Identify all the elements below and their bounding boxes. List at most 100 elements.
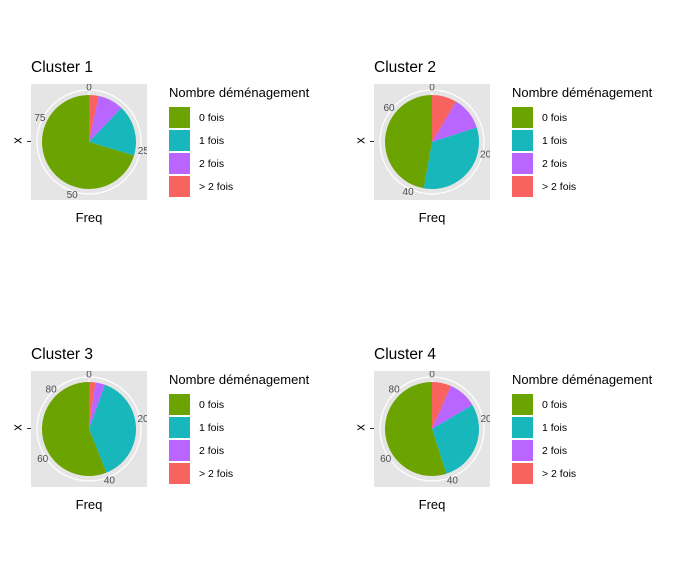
polar-tick-label: 60 (37, 454, 49, 465)
polar-tick-label: 80 (46, 385, 58, 396)
pie-slice-1-fois (89, 107, 136, 156)
polar-tick-label: 40 (403, 187, 415, 198)
x-axis-label: Freq (418, 210, 446, 225)
panel-cluster-2: Cluster 2 0 20 40 60 x Freq Nombre déménage… (353, 59, 685, 249)
pie-slice-2-fois (89, 96, 122, 142)
legend-title: Nombre déménagement (169, 85, 310, 100)
legend-item: > 2 fois (512, 175, 652, 198)
legend-swatch (169, 463, 190, 484)
pie-slice-1-fois (89, 384, 137, 473)
panel-title: Cluster 3 (31, 346, 94, 363)
polar-tick-label: 60 (383, 103, 395, 114)
x-axis-label: Freq (75, 497, 103, 512)
panel-title: Cluster 2 (374, 59, 437, 76)
legend-item: 2 fois (169, 439, 309, 462)
y-axis-label: x (9, 137, 25, 144)
legend-item: 1 fois (512, 416, 652, 439)
legend-label: 1 fois (542, 134, 568, 147)
legend-title: Nombre déménagement (512, 372, 653, 387)
y-axis-label: x (352, 137, 368, 144)
pie-slice-2-fois (89, 382, 96, 429)
legend-item: 0 fois (512, 393, 652, 416)
legend-label: > 2 fois (542, 467, 577, 480)
plot-area: 0 20 40 60 80 (31, 371, 147, 487)
polar-tick-label: 0 (429, 371, 435, 381)
panel-title: Cluster 1 (31, 59, 94, 76)
pie-slice-0-fois (41, 95, 134, 189)
y-axis-tick (370, 141, 374, 142)
panel-title: Cluster 4 (374, 346, 437, 363)
pie-chart: 0 25 50 75 (34, 84, 147, 200)
legend-label: 1 fois (199, 421, 225, 434)
legend: Nombre déménagement 0 fois 1 fois 2 fois… (512, 372, 652, 485)
legend-label: 1 fois (199, 134, 225, 147)
panel-cluster-1: Cluster 1 0 25 50 75 x Freq Nombre déménage… (10, 59, 361, 249)
polar-tick-label: 20 (480, 150, 490, 161)
polar-tick-label: 0 (86, 84, 92, 94)
legend-swatch (512, 107, 533, 128)
pie-slice-0-fois (385, 95, 432, 189)
pie-slice-2-fois (89, 94, 99, 142)
legend-item: 1 fois (169, 129, 309, 152)
pie-slice-0-fois (41, 382, 107, 476)
legend-swatch (512, 440, 533, 461)
plot-area: 0 20 40 60 (374, 84, 490, 200)
legend: Nombre déménagement 0 fois 1 fois 2 fois… (512, 85, 652, 198)
legend-label: 2 fois (199, 157, 225, 170)
legend-swatch (512, 463, 533, 484)
polar-tick-label: 50 (67, 190, 79, 200)
y-axis-tick (370, 428, 374, 429)
legend-label: 0 fois (199, 398, 225, 411)
legend-title: Nombre déménagement (169, 372, 310, 387)
polar-tick-label: 80 (389, 385, 401, 396)
legend-item: 2 fois (512, 439, 652, 462)
legend-label: > 2 fois (199, 180, 234, 193)
plot-area: 0 20 40 60 80 (374, 371, 490, 487)
panel-cluster-4: Cluster 4 0 20 40 60 80 x Freq Nombre déména… (353, 346, 685, 536)
legend-item: 0 fois (169, 106, 309, 129)
legend-swatch (512, 394, 533, 415)
y-axis-tick (27, 428, 31, 429)
legend-swatch (169, 153, 190, 174)
legend-title: Nombre déménagement (512, 85, 653, 100)
legend-swatch (169, 440, 190, 461)
polar-tick-label: 40 (447, 476, 459, 487)
legend-label: 2 fois (542, 157, 568, 170)
legend-item: 2 fois (169, 152, 309, 175)
pie-slice-2-fois (432, 385, 473, 429)
legend-swatch (169, 417, 190, 438)
y-axis-tick (27, 141, 31, 142)
legend-label: 1 fois (542, 421, 568, 434)
legend-swatch (512, 130, 533, 151)
legend-item: 2 fois (512, 152, 652, 175)
y-axis-label: x (9, 424, 25, 431)
legend-item: > 2 fois (169, 175, 309, 198)
polar-tick-label: 75 (34, 113, 46, 124)
polar-tick-label: 0 (429, 84, 435, 94)
polar-tick-label: 20 (480, 414, 490, 425)
pie-chart: 0 20 40 60 (379, 84, 490, 198)
legend-swatch (512, 176, 533, 197)
legend: Nombre déménagement 0 fois 1 fois 2 fois… (169, 372, 309, 485)
x-axis-label: Freq (418, 497, 446, 512)
pie-slice-1-fois (432, 405, 480, 474)
polar-tick-label: 25 (138, 146, 147, 157)
legend-label: > 2 fois (542, 180, 577, 193)
legend-label: > 2 fois (199, 467, 234, 480)
y-axis-label: x (352, 424, 368, 431)
legend-swatch (169, 107, 190, 128)
legend-swatch (169, 394, 190, 415)
pie-chart: 0 20 40 60 80 (36, 371, 147, 487)
legend-label: 2 fois (199, 444, 225, 457)
pie-slice-2-fois (89, 382, 105, 429)
legend-swatch (512, 153, 533, 174)
legend-item: 1 fois (512, 129, 652, 152)
legend-item: > 2 fois (512, 462, 652, 485)
pie-slice-2-fois (432, 101, 477, 142)
pie-slice-2-fois (432, 95, 457, 142)
polar-tick-label: 20 (137, 414, 147, 425)
polar-tick-label: 60 (380, 454, 392, 465)
legend-item: > 2 fois (169, 462, 309, 485)
polar-tick-label: 0 (86, 371, 92, 381)
legend-item: 0 fois (512, 106, 652, 129)
